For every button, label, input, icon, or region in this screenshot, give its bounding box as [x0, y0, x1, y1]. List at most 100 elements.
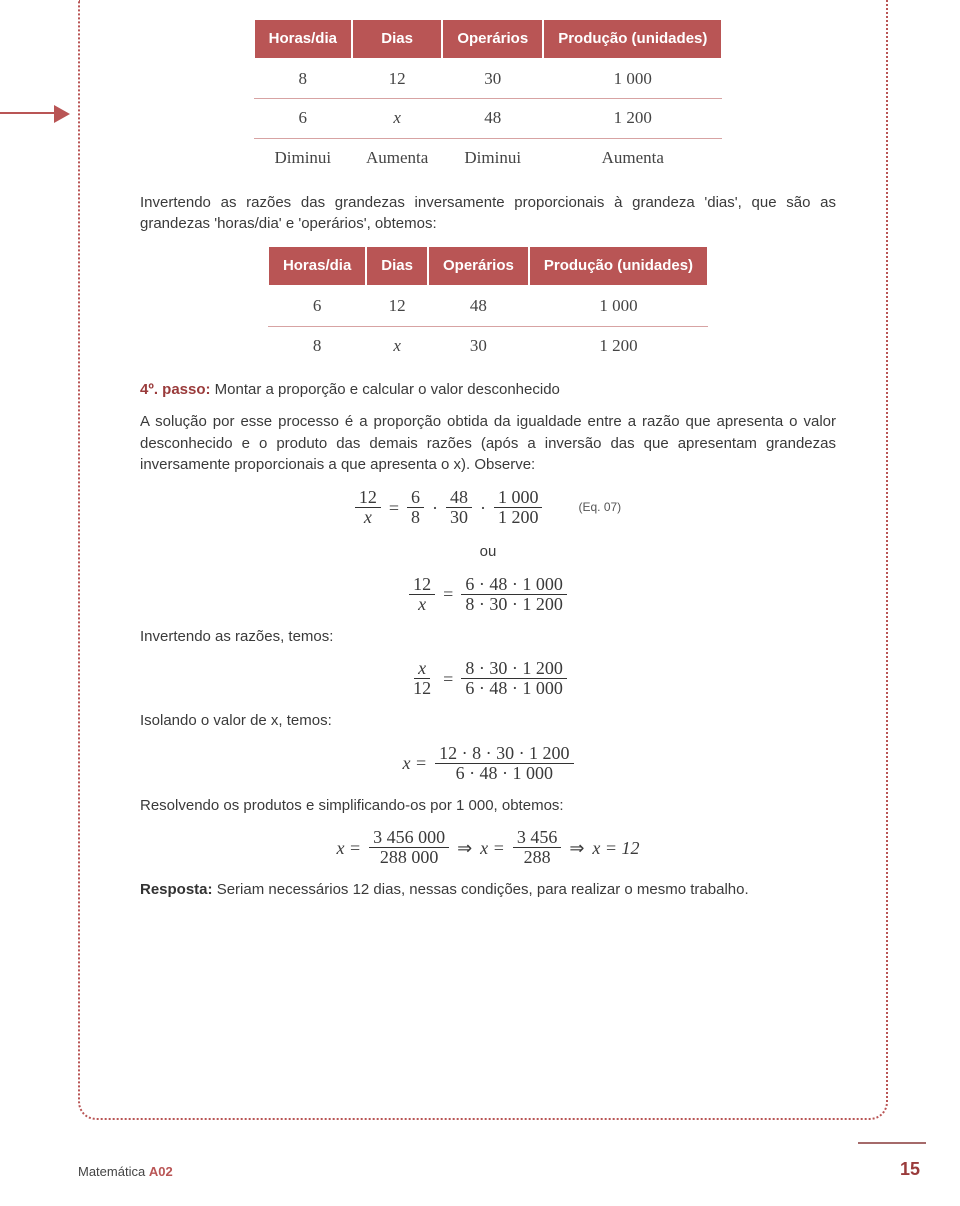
- cell: Aumenta: [543, 139, 722, 178]
- den: 288 000: [376, 848, 443, 867]
- den: 8: [407, 508, 424, 527]
- footer-code: A02: [149, 1164, 173, 1179]
- t2-col-0: Horas/dia: [268, 246, 366, 286]
- line-invert: Invertendo as razões, temos:: [140, 626, 836, 648]
- frac: 3 456 000288 000: [369, 828, 449, 867]
- den: 6 · 48 · 1 000: [461, 679, 567, 698]
- frac: 1 0001 200: [494, 488, 543, 527]
- cell: 6: [268, 286, 366, 326]
- implies: ⇒: [457, 835, 472, 861]
- table-row: 8 12 30 1 000: [254, 59, 723, 99]
- num: 3 456 000: [369, 828, 449, 848]
- num: 12: [355, 488, 381, 508]
- cell: 6: [254, 99, 352, 139]
- den: 12: [409, 679, 435, 698]
- frac: 3 456288: [513, 828, 562, 867]
- para-1: Invertendo as razões das grandezas inver…: [140, 192, 836, 236]
- den: 1 200: [494, 508, 543, 527]
- frac: 12x: [409, 575, 435, 614]
- cell: 1 000: [529, 286, 708, 326]
- lhs: x =: [402, 750, 427, 776]
- dot: ·: [432, 495, 438, 521]
- equation-a: 12x = 6 · 48 · 1 0008 · 30 · 1 200: [140, 575, 836, 614]
- num: 8 · 30 · 1 200: [461, 659, 567, 679]
- equals: =: [443, 581, 453, 607]
- response-text: Seriam necessários 12 dias, nessas condi…: [213, 881, 749, 898]
- frac: 68: [407, 488, 424, 527]
- equation-c: x = 12 · 8 · 30 · 1 2006 · 48 · 1 000: [140, 744, 836, 783]
- frac: 6 · 48 · 1 0008 · 30 · 1 200: [461, 575, 567, 614]
- table-row: 8 x 30 1 200: [268, 326, 708, 365]
- t2-col-2: Operários: [428, 246, 529, 286]
- den: 30: [446, 508, 472, 527]
- equation-label: (Eq. 07): [578, 499, 621, 516]
- footer: Matemática A02: [78, 1163, 173, 1182]
- den: x: [360, 508, 376, 527]
- para-3: Resolvendo os produtos e simplificando-o…: [140, 795, 836, 817]
- para-2: A solução por esse processo é a proporçã…: [140, 411, 836, 476]
- table-2: Horas/dia Dias Operários Produção (unida…: [267, 245, 709, 365]
- den: 288: [520, 848, 555, 867]
- footer-subject: Matemática: [78, 1164, 145, 1179]
- table-row: Diminui Aumenta Diminui Aumenta: [254, 139, 723, 178]
- t2-col-3-label: Produção (unidades): [544, 255, 693, 277]
- t2-col-3: Produção (unidades): [529, 246, 708, 286]
- t2-col-1: Dias: [366, 246, 428, 286]
- step-4-text: Montar a proporção e calcular o valor de…: [211, 381, 560, 398]
- line-isolate: Isolando o valor de x, temos:: [140, 710, 836, 732]
- equation-b: x12 = 8 · 30 · 1 2006 · 48 · 1 000: [140, 659, 836, 698]
- cell: x: [366, 326, 428, 365]
- num: 12: [409, 575, 435, 595]
- cell: Diminui: [442, 139, 543, 178]
- cell: Diminui: [254, 139, 352, 178]
- cell: 48: [428, 286, 529, 326]
- equation-07: 12x = 68 · 4830 · 1 0001 200 (Eq. 07): [140, 488, 836, 527]
- cell: Aumenta: [352, 139, 442, 178]
- equation-d: x = 3 456 000288 000 ⇒ x = 3 456288 ⇒ x …: [140, 828, 836, 867]
- response: Resposta: Seriam necessários 12 dias, ne…: [140, 879, 836, 901]
- dot: ·: [480, 495, 486, 521]
- frac: 12x: [355, 488, 381, 527]
- cell: 30: [442, 59, 543, 99]
- page-number: 15: [900, 1156, 920, 1182]
- equals: =: [443, 666, 453, 692]
- content-frame: Horas/dia Dias Operários Produção (unida…: [78, 0, 888, 1120]
- frac: 12 · 8 · 30 · 1 2006 · 48 · 1 000: [435, 744, 573, 783]
- side-rule: [0, 112, 54, 114]
- implies: ⇒: [569, 835, 584, 861]
- t1-col-3-label: Produção (unidades): [558, 28, 707, 50]
- equals: =: [389, 495, 399, 521]
- table-row: 6 x 48 1 200: [254, 99, 723, 139]
- x-eq: x =: [480, 835, 505, 861]
- cell: x: [352, 99, 442, 139]
- t1-col-0: Horas/dia: [254, 19, 352, 59]
- num: 6: [407, 488, 424, 508]
- t1-col-2: Operários: [442, 19, 543, 59]
- table-row: 6 12 48 1 000: [268, 286, 708, 326]
- frac: 4830: [446, 488, 472, 527]
- num: 6 · 48 · 1 000: [461, 575, 567, 595]
- den: 8 · 30 · 1 200: [461, 595, 567, 614]
- table-1: Horas/dia Dias Operários Produção (unida…: [253, 18, 724, 178]
- step-4: 4º. passo: Montar a proporção e calcular…: [140, 379, 836, 401]
- num: 1 000: [494, 488, 543, 508]
- cell: 8: [268, 326, 366, 365]
- frac: x12: [409, 659, 435, 698]
- t1-col-1: Dias: [352, 19, 442, 59]
- step-4-label: 4º. passo:: [140, 381, 211, 398]
- cell: 1 200: [543, 99, 722, 139]
- response-label: Resposta:: [140, 881, 213, 898]
- x-eq: x =: [336, 835, 361, 861]
- cell: 12: [366, 286, 428, 326]
- den: 6 · 48 · 1 000: [452, 764, 558, 783]
- cell: 30: [428, 326, 529, 365]
- final-result: x = 12: [592, 835, 639, 861]
- t1-col-3: Produção (unidades): [543, 19, 722, 59]
- cell: 1 200: [529, 326, 708, 365]
- den: x: [414, 595, 430, 614]
- ou-separator: ou: [140, 541, 836, 563]
- frac: 8 · 30 · 1 2006 · 48 · 1 000: [461, 659, 567, 698]
- num: 48: [446, 488, 472, 508]
- side-arrow-icon: [54, 105, 70, 123]
- num: 12 · 8 · 30 · 1 200: [435, 744, 573, 764]
